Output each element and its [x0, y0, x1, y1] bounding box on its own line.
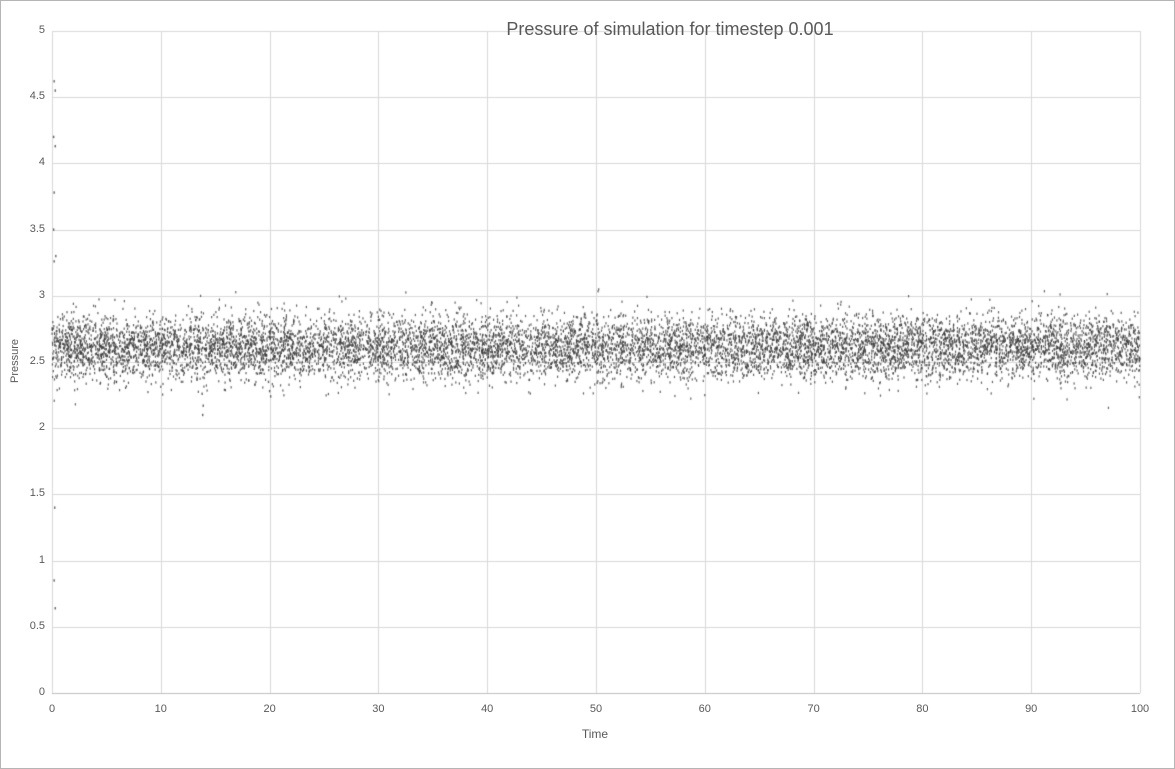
y-tick-label: 2.5: [29, 355, 45, 367]
x-axis-label: Time: [581, 727, 609, 741]
x-tick-label: 90: [1025, 703, 1038, 715]
y-tick-label: 3: [38, 288, 45, 301]
x-tick-label: 40: [481, 703, 494, 715]
y-tick-label: 0.5: [29, 619, 45, 632]
y-tick-label: 5: [38, 24, 45, 36]
x-tick-label: 0: [48, 703, 56, 715]
x-tick-label: 100: [1130, 703, 1150, 715]
y-tick-label: 4: [38, 156, 45, 169]
x-tick-label: 50: [589, 703, 603, 715]
y-tick-label: 1.5: [29, 487, 45, 500]
x-tick-label: 60: [698, 703, 711, 715]
x-tick-label: 20: [263, 703, 276, 715]
x-tick-label: 80: [916, 703, 929, 715]
chart-title: Pressure of simulation for timestep 0.00…: [506, 19, 834, 39]
y-tick-label: 2: [38, 421, 45, 434]
y-tick-label: 1: [38, 553, 45, 566]
x-tick-label: 70: [807, 703, 820, 715]
x-tick-label: 30: [372, 703, 385, 715]
y-tick-label: 0: [38, 686, 45, 698]
y-tick-label: 3.5: [29, 222, 45, 235]
y-tick-label: 4.5: [29, 90, 45, 103]
x-tick-label: 10: [154, 703, 167, 715]
